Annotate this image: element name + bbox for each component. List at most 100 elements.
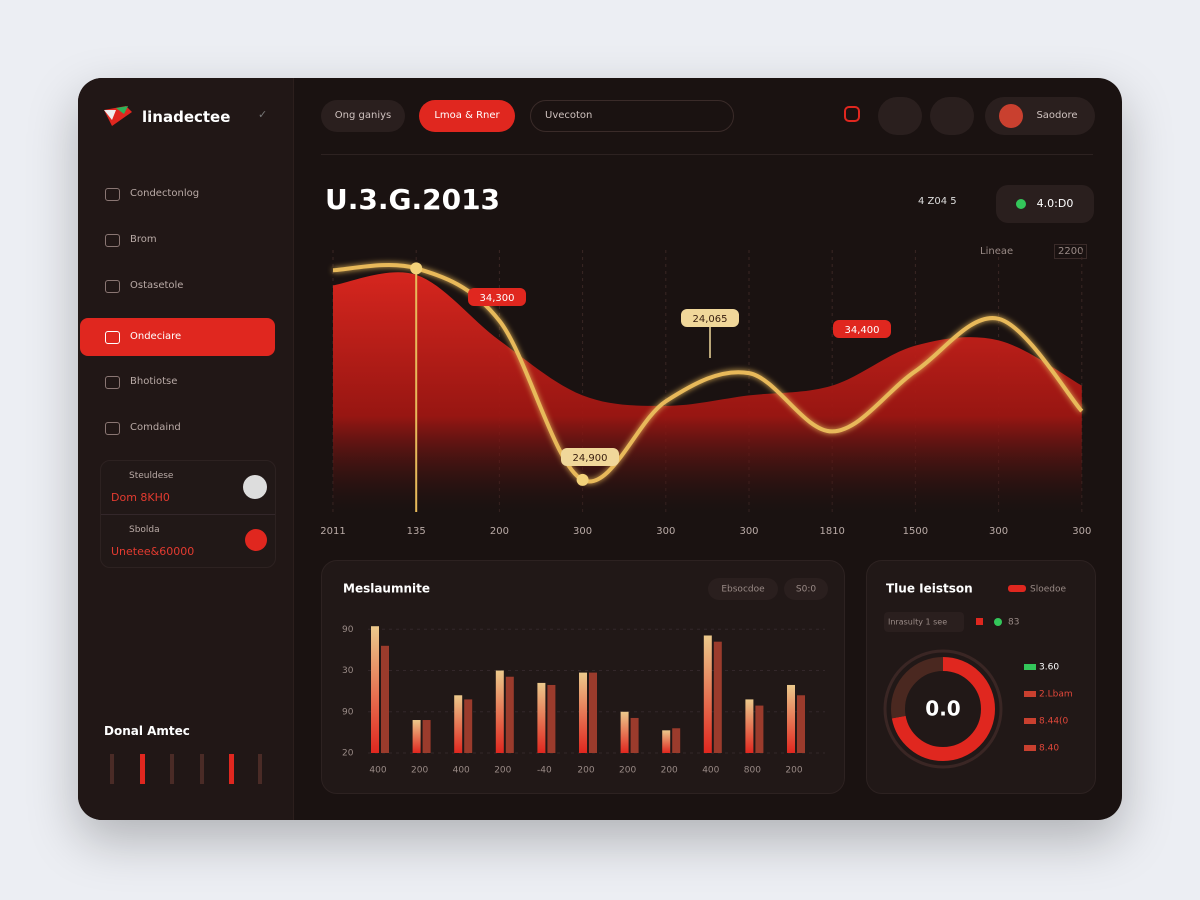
- panel-button-label: S0:0: [796, 585, 816, 595]
- status-badge[interactable]: 4.0:D0: [996, 185, 1094, 223]
- donut-center: 0.0: [925, 697, 960, 721]
- filter-label: Lineae: [980, 246, 1014, 257]
- collapse[interactable]: ✓: [258, 108, 268, 121]
- x-tick-label: 200: [661, 766, 678, 776]
- item-swatch: [1024, 745, 1036, 751]
- logo: [104, 106, 132, 126]
- mini-bars: [110, 754, 262, 784]
- card-button[interactable]: [245, 529, 267, 551]
- x-tick-label: 300: [573, 526, 592, 537]
- annotation-bg: [833, 320, 891, 338]
- bar: [713, 641, 722, 753]
- annotation: 24,065: [693, 314, 728, 325]
- x-tick-label: 200: [785, 766, 802, 776]
- annotation-bg: [468, 288, 526, 306]
- x-tick-label: 300: [739, 526, 758, 537]
- x-tick-label: 300: [989, 526, 1008, 537]
- search[interactable]: Uvecoton: [530, 100, 734, 132]
- nav-item[interactable]: Comdaind: [80, 409, 275, 447]
- item-swatch: [1024, 664, 1036, 670]
- bar: [630, 717, 639, 753]
- bar: [745, 699, 754, 753]
- x-tick-label: 800: [744, 766, 761, 776]
- bar: [547, 684, 556, 753]
- notify-icon[interactable]: [844, 106, 860, 122]
- bar: [495, 670, 504, 753]
- x-tick-label: 400: [369, 766, 386, 776]
- annotation: 34,300: [480, 293, 515, 304]
- filter-value[interactable]: 2200: [1054, 244, 1088, 259]
- page-title: U.3.G.2013: [325, 183, 501, 216]
- annotation: 24,900: [573, 453, 608, 464]
- icon-button[interactable]: [878, 97, 922, 135]
- bar: [703, 635, 712, 753]
- item-swatch: [1024, 691, 1036, 697]
- x-tick-label: 300: [656, 526, 675, 537]
- card-value: Dom 8KH0: [111, 491, 170, 504]
- bar: [589, 672, 597, 753]
- annotation: 34,400: [845, 325, 880, 336]
- bar: [537, 682, 546, 753]
- footer-title: Donal Amtec: [104, 724, 190, 738]
- status-dot: [1016, 199, 1026, 209]
- item-label: 8.40: [1039, 744, 1059, 754]
- x-tick-label: 400: [453, 766, 470, 776]
- card-button[interactable]: [243, 475, 267, 499]
- card-label: Sbolda: [129, 525, 160, 535]
- item-label: 8.44(0: [1039, 717, 1069, 727]
- bar: [672, 728, 681, 753]
- header-stat: 4 Z04 5: [918, 196, 957, 207]
- nav-item-active[interactable]: Ondeciare: [80, 318, 275, 356]
- x-tick-label: 200: [411, 766, 428, 776]
- item-label: 2.Lbam: [1039, 690, 1073, 700]
- y-tick-label: 90: [342, 625, 354, 635]
- panel-button[interactable]: [708, 578, 778, 600]
- bar: [662, 730, 671, 753]
- x-tick-label: 200: [494, 766, 511, 776]
- nav-item[interactable]: Brom: [80, 221, 275, 259]
- panel-title: Meslaumnite: [343, 582, 430, 596]
- nav-label: Bhotiotse: [130, 376, 178, 387]
- filter-value: 83: [1008, 618, 1019, 628]
- nav-item[interactable]: Bhotiotse: [80, 363, 275, 401]
- area: [333, 272, 1082, 512]
- card-label: Steuldese: [129, 471, 174, 481]
- donut-segment: [891, 657, 995, 761]
- marker-dot: [576, 473, 589, 486]
- filter-box: [884, 612, 964, 632]
- avatar: [999, 104, 1023, 128]
- bar: [797, 695, 805, 753]
- nav-label: Ondeciare: [130, 331, 182, 342]
- bar: [371, 626, 379, 753]
- bar: [381, 645, 389, 753]
- item-swatch: [1024, 718, 1036, 724]
- nav-label: Comdaind: [130, 422, 181, 433]
- panel-button-label: Ebsocdoe: [721, 585, 765, 595]
- x-tick-label: 400: [702, 766, 719, 776]
- x-tick-label: 1500: [903, 526, 928, 537]
- nav-label: Condectonlog: [130, 188, 200, 199]
- panel-title: Tlue Ieistson: [886, 582, 973, 596]
- panel-button[interactable]: [784, 578, 828, 600]
- nav-item[interactable]: Condectonlog: [80, 175, 275, 213]
- bar: [412, 720, 421, 753]
- top-button[interactable]: Lmoa & Rner: [419, 100, 515, 132]
- y-tick-label: 20: [342, 749, 354, 759]
- bar: [620, 711, 629, 753]
- bar: [755, 705, 764, 753]
- sidebar: linadectee ✓ Condectonlog Brom Ostasetol…: [78, 78, 294, 820]
- nav-item[interactable]: Ostasetole: [80, 267, 275, 305]
- summary-box: Steuldese Dom 8KH0 Sbolda Unetee&60000: [100, 460, 276, 568]
- y-tick-label: 30: [342, 666, 354, 676]
- nav-label: Brom: [130, 234, 157, 245]
- nav-label: Ostasetole: [130, 280, 184, 291]
- icon-button[interactable]: [930, 97, 974, 135]
- x-tick-label: 200: [577, 766, 594, 776]
- top-button[interactable]: Ong ganiys: [321, 100, 405, 132]
- annotation-bg: [681, 309, 739, 327]
- filter-swatch: [976, 618, 983, 625]
- item-label: 3.60: [1039, 663, 1059, 673]
- legend-label: Sloedoe: [1030, 585, 1066, 595]
